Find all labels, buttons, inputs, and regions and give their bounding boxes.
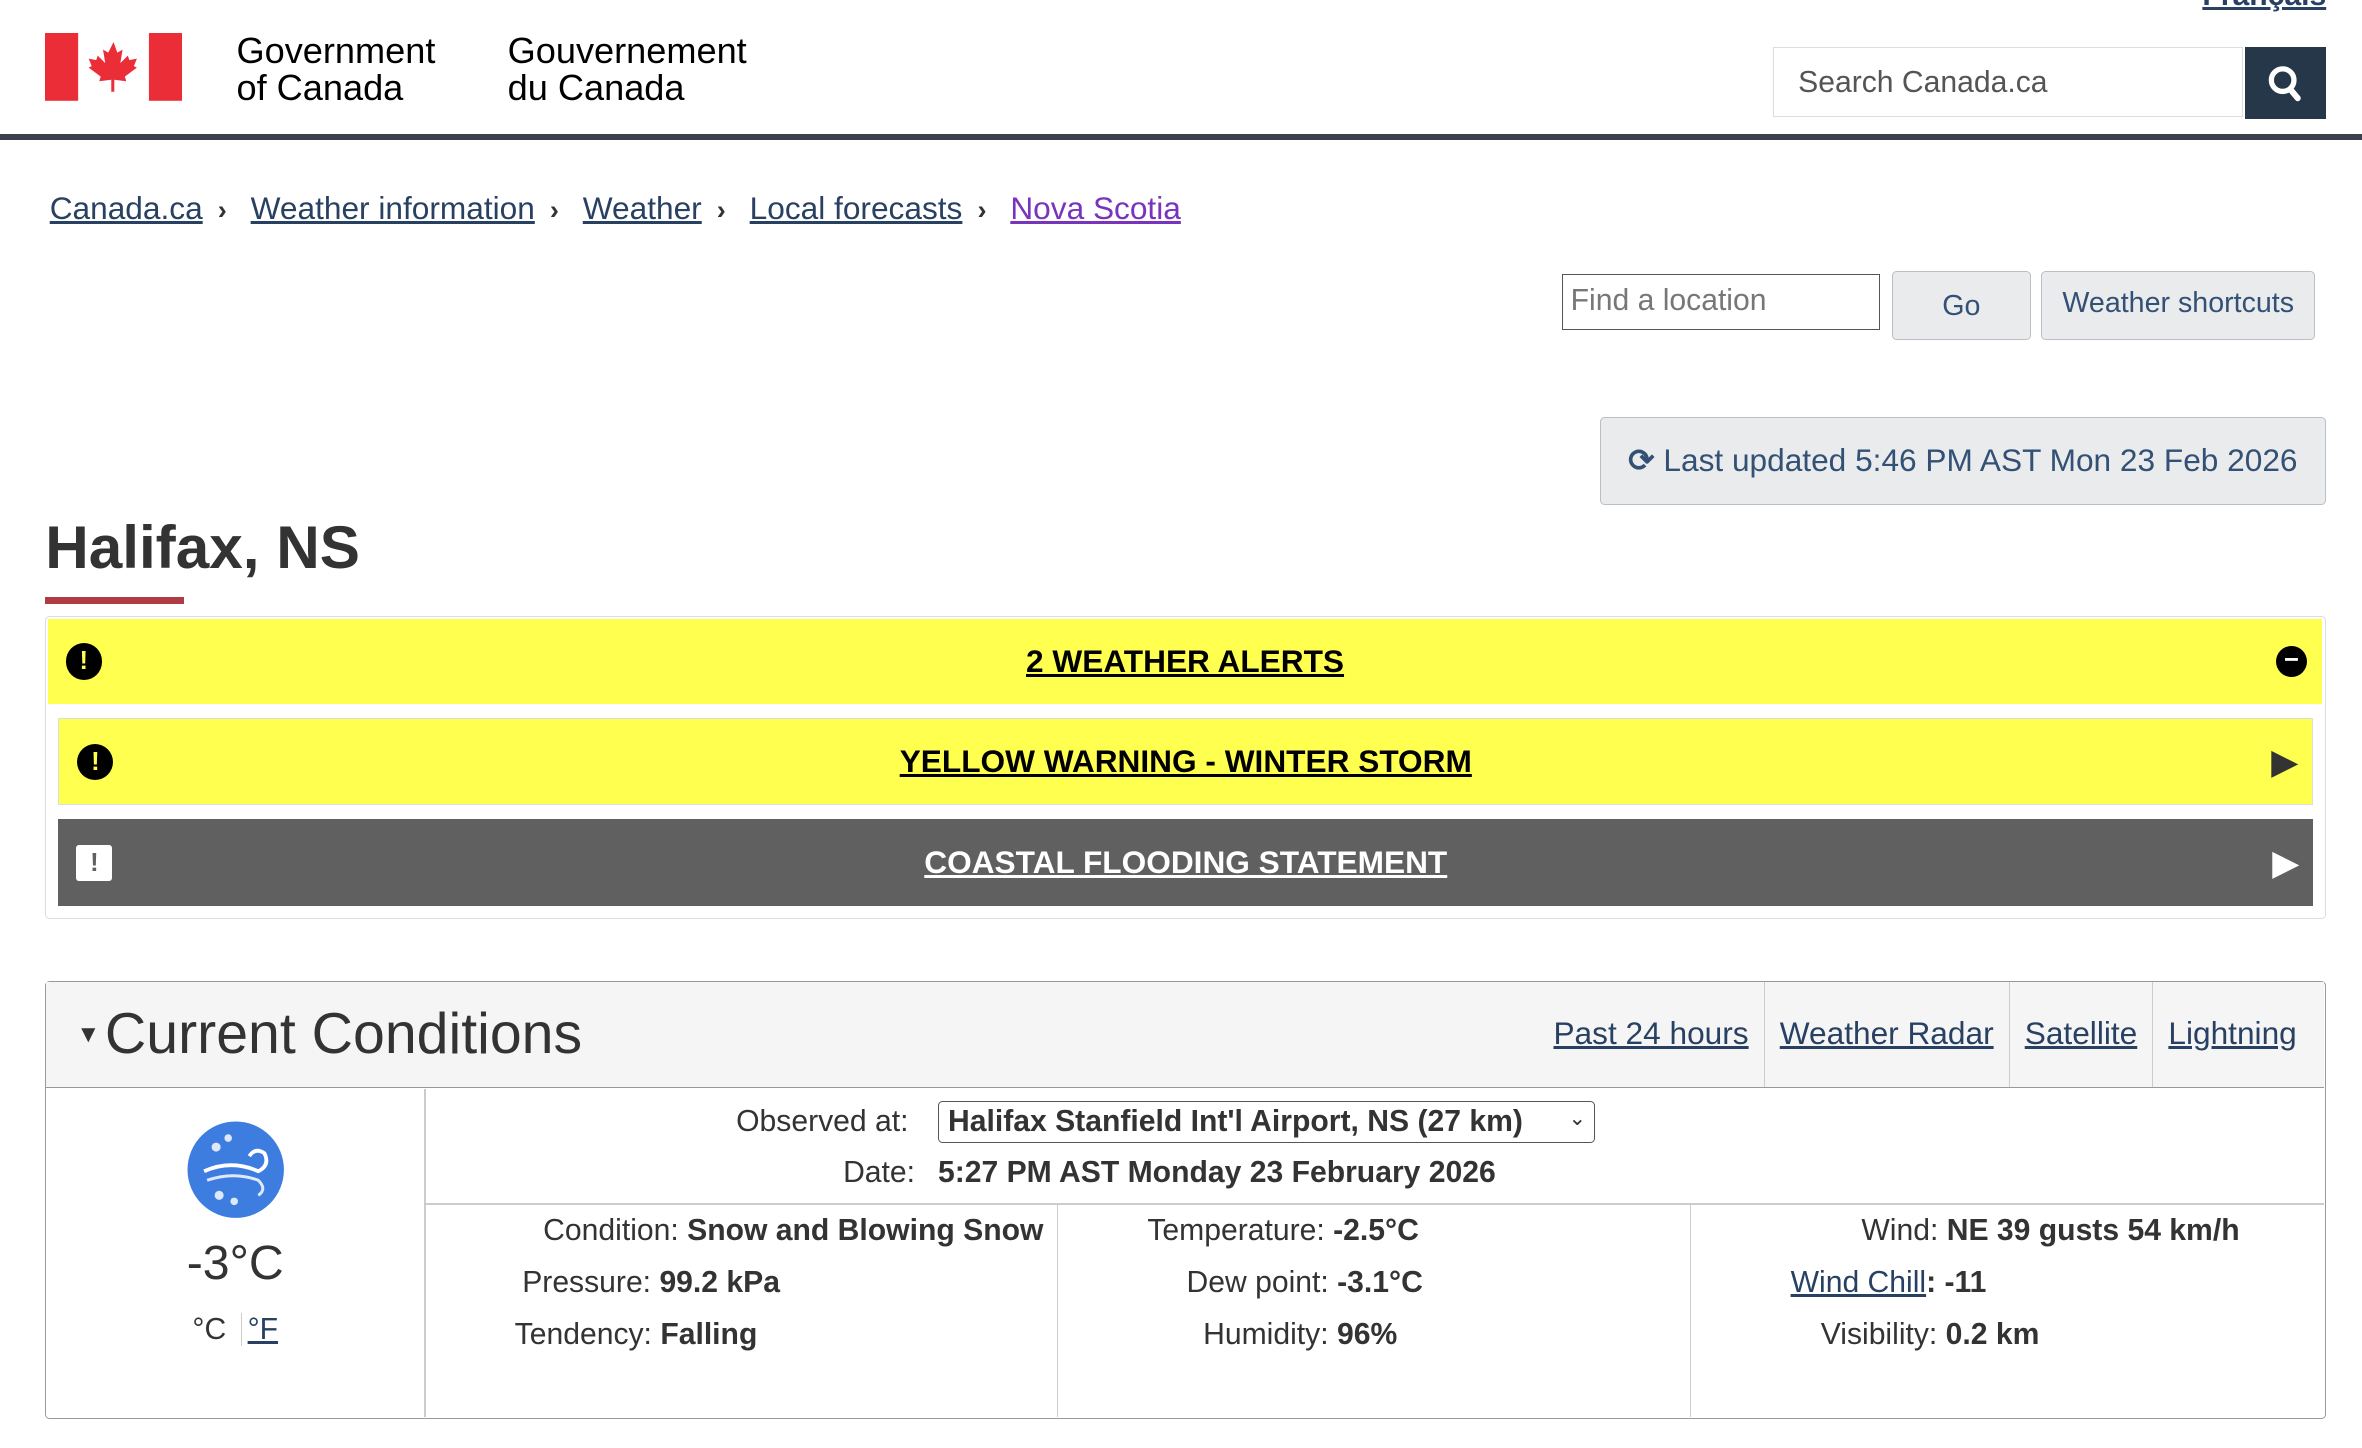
observed-at-label: Observed at: (736, 1105, 909, 1139)
row-divider (425, 1203, 2324, 1205)
alert-link[interactable]: COASTAL FLOODING STATEMENT (924, 844, 1448, 881)
page-title: Halifax, NS (45, 513, 360, 582)
play-arrow-icon: ▶ (2272, 844, 2299, 882)
section-title: Current Conditions (104, 1002, 583, 1067)
gov-fr-wordmark: Gouvernement du Canada (507, 29, 747, 109)
go-button[interactable]: Go (1892, 271, 2031, 341)
breadcrumb-local-forecasts[interactable]: Local forecasts (749, 189, 963, 226)
lightning-link[interactable]: Lightning (2152, 981, 2312, 1088)
date-label: Date: (843, 1156, 916, 1190)
alerts-header-link[interactable]: 2 WEATHER ALERTS (1026, 643, 1345, 680)
wind-chill-link[interactable]: Wind Chill (1790, 1265, 1927, 1299)
alert-item-winter-storm[interactable]: ! YELLOW WARNING - WINTER STORM ▶ (58, 718, 2314, 806)
snow-and-blowing-snow-icon (187, 1121, 285, 1219)
unit-toggle: °C °F (46, 1313, 424, 1347)
magnifier-icon (2268, 65, 2301, 101)
breadcrumb: Canada.ca › Weather information › Weather ›… (49, 189, 1181, 226)
last-updated-label: Last updated (1663, 442, 1847, 479)
celsius-unit: °C (192, 1313, 227, 1347)
date-value: 5:27 PM AST Monday 23 February 2026 (937, 1156, 1496, 1190)
header-divider (0, 134, 2362, 141)
breadcrumb-weather[interactable]: Weather (582, 189, 702, 226)
column-divider (424, 1088, 426, 1417)
alert-link[interactable]: YELLOW WARNING - WINTER STORM (899, 743, 1472, 780)
refresh-icon: ⟳ (1628, 442, 1655, 479)
breadcrumb-canada[interactable]: Canada.ca (49, 189, 203, 226)
exclamation-square-icon: ! (76, 844, 113, 881)
past-24-hours-link[interactable]: Past 24 hours (1553, 1014, 1749, 1051)
alerts-panel: ! 2 WEATHER ALERTS − ! YELLOW WARNING - … (45, 616, 2326, 919)
breadcrumb-weather-information[interactable]: Weather information (250, 189, 535, 226)
conditions-column-2: Temperature: -2.5°C Dew point: -3.1°C Hu… (1147, 1213, 1423, 1351)
gov-en-wordmark: Government of Canada (236, 29, 436, 109)
last-updated-button[interactable]: ⟳ Last updated 5:46 PM AST Mon 23 Feb 20… (1599, 417, 2326, 505)
current-conditions-panel: ▼ Current Conditions Past 24 hours Weath… (45, 980, 2326, 1420)
collapse-icon[interactable]: − (2275, 645, 2308, 678)
canada-flag-logo (45, 33, 183, 101)
station-select[interactable]: Halifax Stanfield Int'l Airport, NS (27 … (937, 1100, 1595, 1143)
caret-down-icon: ▼ (76, 1020, 101, 1048)
weather-radar-link[interactable]: Weather Radar (1763, 981, 2009, 1088)
breadcrumb-nova-scotia[interactable]: Nova Scotia (1010, 189, 1181, 226)
play-arrow-icon: ▶ (2271, 743, 2298, 781)
chevron-down-icon: ⌄ (1568, 1106, 1587, 1130)
francais-link[interactable]: Français (2202, 0, 2326, 13)
conditions-column-3: Wind: NE 39 gusts 54 km/h Wind Chill: -1… (1790, 1213, 2240, 1351)
current-temperature: -3°C (186, 1235, 284, 1290)
last-updated-value: 5:46 PM AST Mon 23 Feb 2026 (1855, 442, 2298, 479)
title-underline (45, 596, 184, 605)
alert-item-coastal-flooding[interactable]: ! COASTAL FLOODING STATEMENT ▶ (58, 818, 2314, 907)
fahrenheit-link[interactable]: °F (247, 1313, 279, 1347)
search-input[interactable]: Search Canada.ca (1773, 46, 2244, 118)
exclamation-icon: ! (77, 743, 114, 780)
find-location-input[interactable]: Find a location (1562, 274, 1880, 330)
search-button[interactable] (2244, 46, 2326, 119)
conditions-column-1: Condition: Snow and Blowing Snow Pressur… (514, 1213, 1044, 1351)
weather-shortcuts-button[interactable]: Weather shortcuts (2041, 271, 2316, 341)
alerts-header[interactable]: ! 2 WEATHER ALERTS − (47, 618, 2323, 705)
satellite-link[interactable]: Satellite (2008, 981, 2153, 1088)
current-conditions-header[interactable]: ▼ Current Conditions Past 24 hours Weath… (46, 981, 2324, 1089)
exclamation-icon: ! (65, 643, 102, 680)
